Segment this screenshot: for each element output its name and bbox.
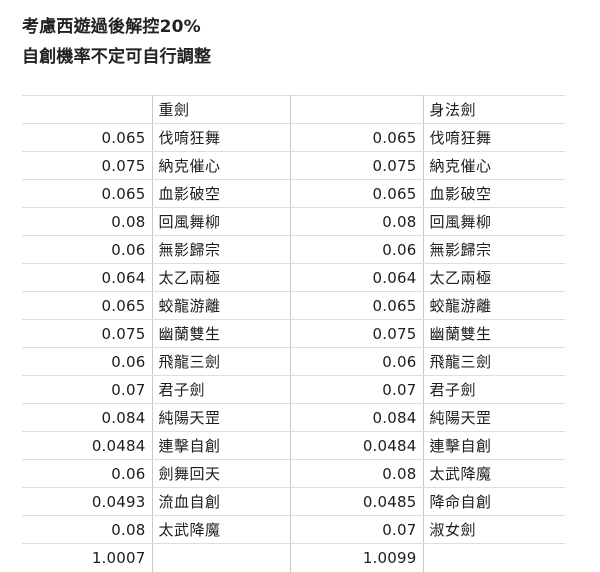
row-right-name: 降命自創 [423, 487, 565, 516]
row-left-name: 飛龍三劍 [152, 347, 291, 376]
row-right-name: 無影歸宗 [423, 235, 565, 264]
row-left-num: 0.0493 [22, 487, 153, 516]
table-row: 0.0493 流血自創 0.0485 降命自創 [22, 487, 565, 516]
row-right-num: 0.084 [290, 403, 424, 432]
row-left-num: 0.07 [22, 375, 153, 404]
header-left-name: 重劍 [152, 95, 291, 124]
table-row: 0.064 太乙兩極 0.064 太乙兩極 [22, 263, 565, 292]
table-row: 0.0484 連擊自創 0.0484 連擊自創 [22, 431, 565, 460]
total-left-num: 1.0007 [22, 543, 153, 572]
row-left-name: 太武降魔 [152, 515, 291, 544]
note-line-2: 自創機率不定可自行調整 [22, 47, 212, 67]
row-left-name: 君子劍 [152, 375, 291, 404]
row-left-num: 0.064 [22, 263, 153, 292]
row-left-num: 0.06 [22, 347, 153, 376]
table-row: 0.06 劍舞回天 0.08 太武降魔 [22, 459, 565, 488]
row-right-name: 飛龍三劍 [423, 347, 565, 376]
table-total-row: 1.0007 1.0099 [22, 543, 565, 572]
row-right-name: 淑女劍 [423, 515, 565, 544]
total-right-name [423, 543, 565, 572]
table-row: 0.075 納克催心 0.075 納克催心 [22, 151, 565, 180]
row-right-num: 0.06 [290, 235, 424, 264]
row-left-name: 血影破空 [152, 179, 291, 208]
row-left-num: 0.065 [22, 123, 153, 152]
row-left-name: 納克催心 [152, 151, 291, 180]
row-right-num: 0.08 [290, 207, 424, 236]
row-left-num: 0.06 [22, 459, 153, 488]
row-right-name: 伐唷狂舞 [423, 123, 565, 152]
table-row: 0.065 蛟龍游離 0.065 蛟龍游離 [22, 291, 565, 320]
row-right-num: 0.07 [290, 375, 424, 404]
row-right-name: 連擊自創 [423, 431, 565, 460]
row-left-num: 0.065 [22, 179, 153, 208]
total-left-name [152, 543, 291, 572]
row-left-num: 0.08 [22, 515, 153, 544]
row-left-name: 太乙兩極 [152, 263, 291, 292]
row-left-name: 幽蘭雙生 [152, 319, 291, 348]
row-right-name: 君子劍 [423, 375, 565, 404]
row-left-num: 0.06 [22, 235, 153, 264]
table-row: 0.065 血影破空 0.065 血影破空 [22, 179, 565, 208]
row-left-num: 0.08 [22, 207, 153, 236]
total-right-num: 1.0099 [290, 543, 424, 572]
row-left-name: 連擊自創 [152, 431, 291, 460]
row-right-name: 幽蘭雙生 [423, 319, 565, 348]
table-row: 0.075 幽蘭雙生 0.075 幽蘭雙生 [22, 319, 565, 348]
row-right-num: 0.075 [290, 151, 424, 180]
note-line-1: 考慮西遊過後解控20% [22, 17, 201, 37]
row-right-name: 太乙兩極 [423, 263, 565, 292]
header-left-num [22, 95, 153, 124]
row-right-num: 0.065 [290, 123, 424, 152]
table-row: 0.08 太武降魔 0.07 淑女劍 [22, 515, 565, 544]
row-right-num: 0.075 [290, 319, 424, 348]
table-row: 0.08 回風舞柳 0.08 回風舞柳 [22, 207, 565, 236]
row-right-num: 0.0484 [290, 431, 424, 460]
row-left-name: 伐唷狂舞 [152, 123, 291, 152]
notes-block: 考慮西遊過後解控20% 自創機率不定可自行調整 [0, 0, 600, 72]
header-right-num [290, 95, 424, 124]
row-left-num: 0.075 [22, 151, 153, 180]
row-right-name: 蛟龍游離 [423, 291, 565, 320]
row-right-name: 純陽天罡 [423, 403, 565, 432]
row-right-name: 血影破空 [423, 179, 565, 208]
row-left-name: 蛟龍游離 [152, 291, 291, 320]
row-right-num: 0.065 [290, 179, 424, 208]
row-left-name: 無影歸宗 [152, 235, 291, 264]
row-right-num: 0.06 [290, 347, 424, 376]
row-left-name: 流血自創 [152, 487, 291, 516]
row-right-num: 0.065 [290, 291, 424, 320]
header-right-name: 身法劍 [423, 95, 565, 124]
row-left-num: 0.075 [22, 319, 153, 348]
row-left-num: 0.084 [22, 403, 153, 432]
row-right-num: 0.07 [290, 515, 424, 544]
row-right-num: 0.08 [290, 459, 424, 488]
row-left-name: 劍舞回天 [152, 459, 291, 488]
row-left-num: 0.0484 [22, 431, 153, 460]
table-row: 0.065 伐唷狂舞 0.065 伐唷狂舞 [22, 123, 565, 152]
row-right-name: 太武降魔 [423, 459, 565, 488]
row-right-num: 0.0485 [290, 487, 424, 516]
table-row: 0.07 君子劍 0.07 君子劍 [22, 375, 565, 404]
skill-probability-table-container: 重劍 身法劍 0.065 伐唷狂舞 0.065 伐唷狂舞 0.075 納克催心 … [22, 95, 565, 572]
table-row: 0.06 無影歸宗 0.06 無影歸宗 [22, 235, 565, 264]
row-left-name: 純陽天罡 [152, 403, 291, 432]
row-right-name: 回風舞柳 [423, 207, 565, 236]
row-right-name: 納克催心 [423, 151, 565, 180]
row-left-num: 0.065 [22, 291, 153, 320]
table-body: 重劍 身法劍 0.065 伐唷狂舞 0.065 伐唷狂舞 0.075 納克催心 … [22, 95, 565, 572]
table-row: 0.084 純陽天罡 0.084 純陽天罡 [22, 403, 565, 432]
skill-probability-table: 重劍 身法劍 0.065 伐唷狂舞 0.065 伐唷狂舞 0.075 納克催心 … [22, 95, 565, 572]
table-row: 0.06 飛龍三劍 0.06 飛龍三劍 [22, 347, 565, 376]
row-right-num: 0.064 [290, 263, 424, 292]
table-header-row: 重劍 身法劍 [22, 95, 565, 124]
row-left-name: 回風舞柳 [152, 207, 291, 236]
